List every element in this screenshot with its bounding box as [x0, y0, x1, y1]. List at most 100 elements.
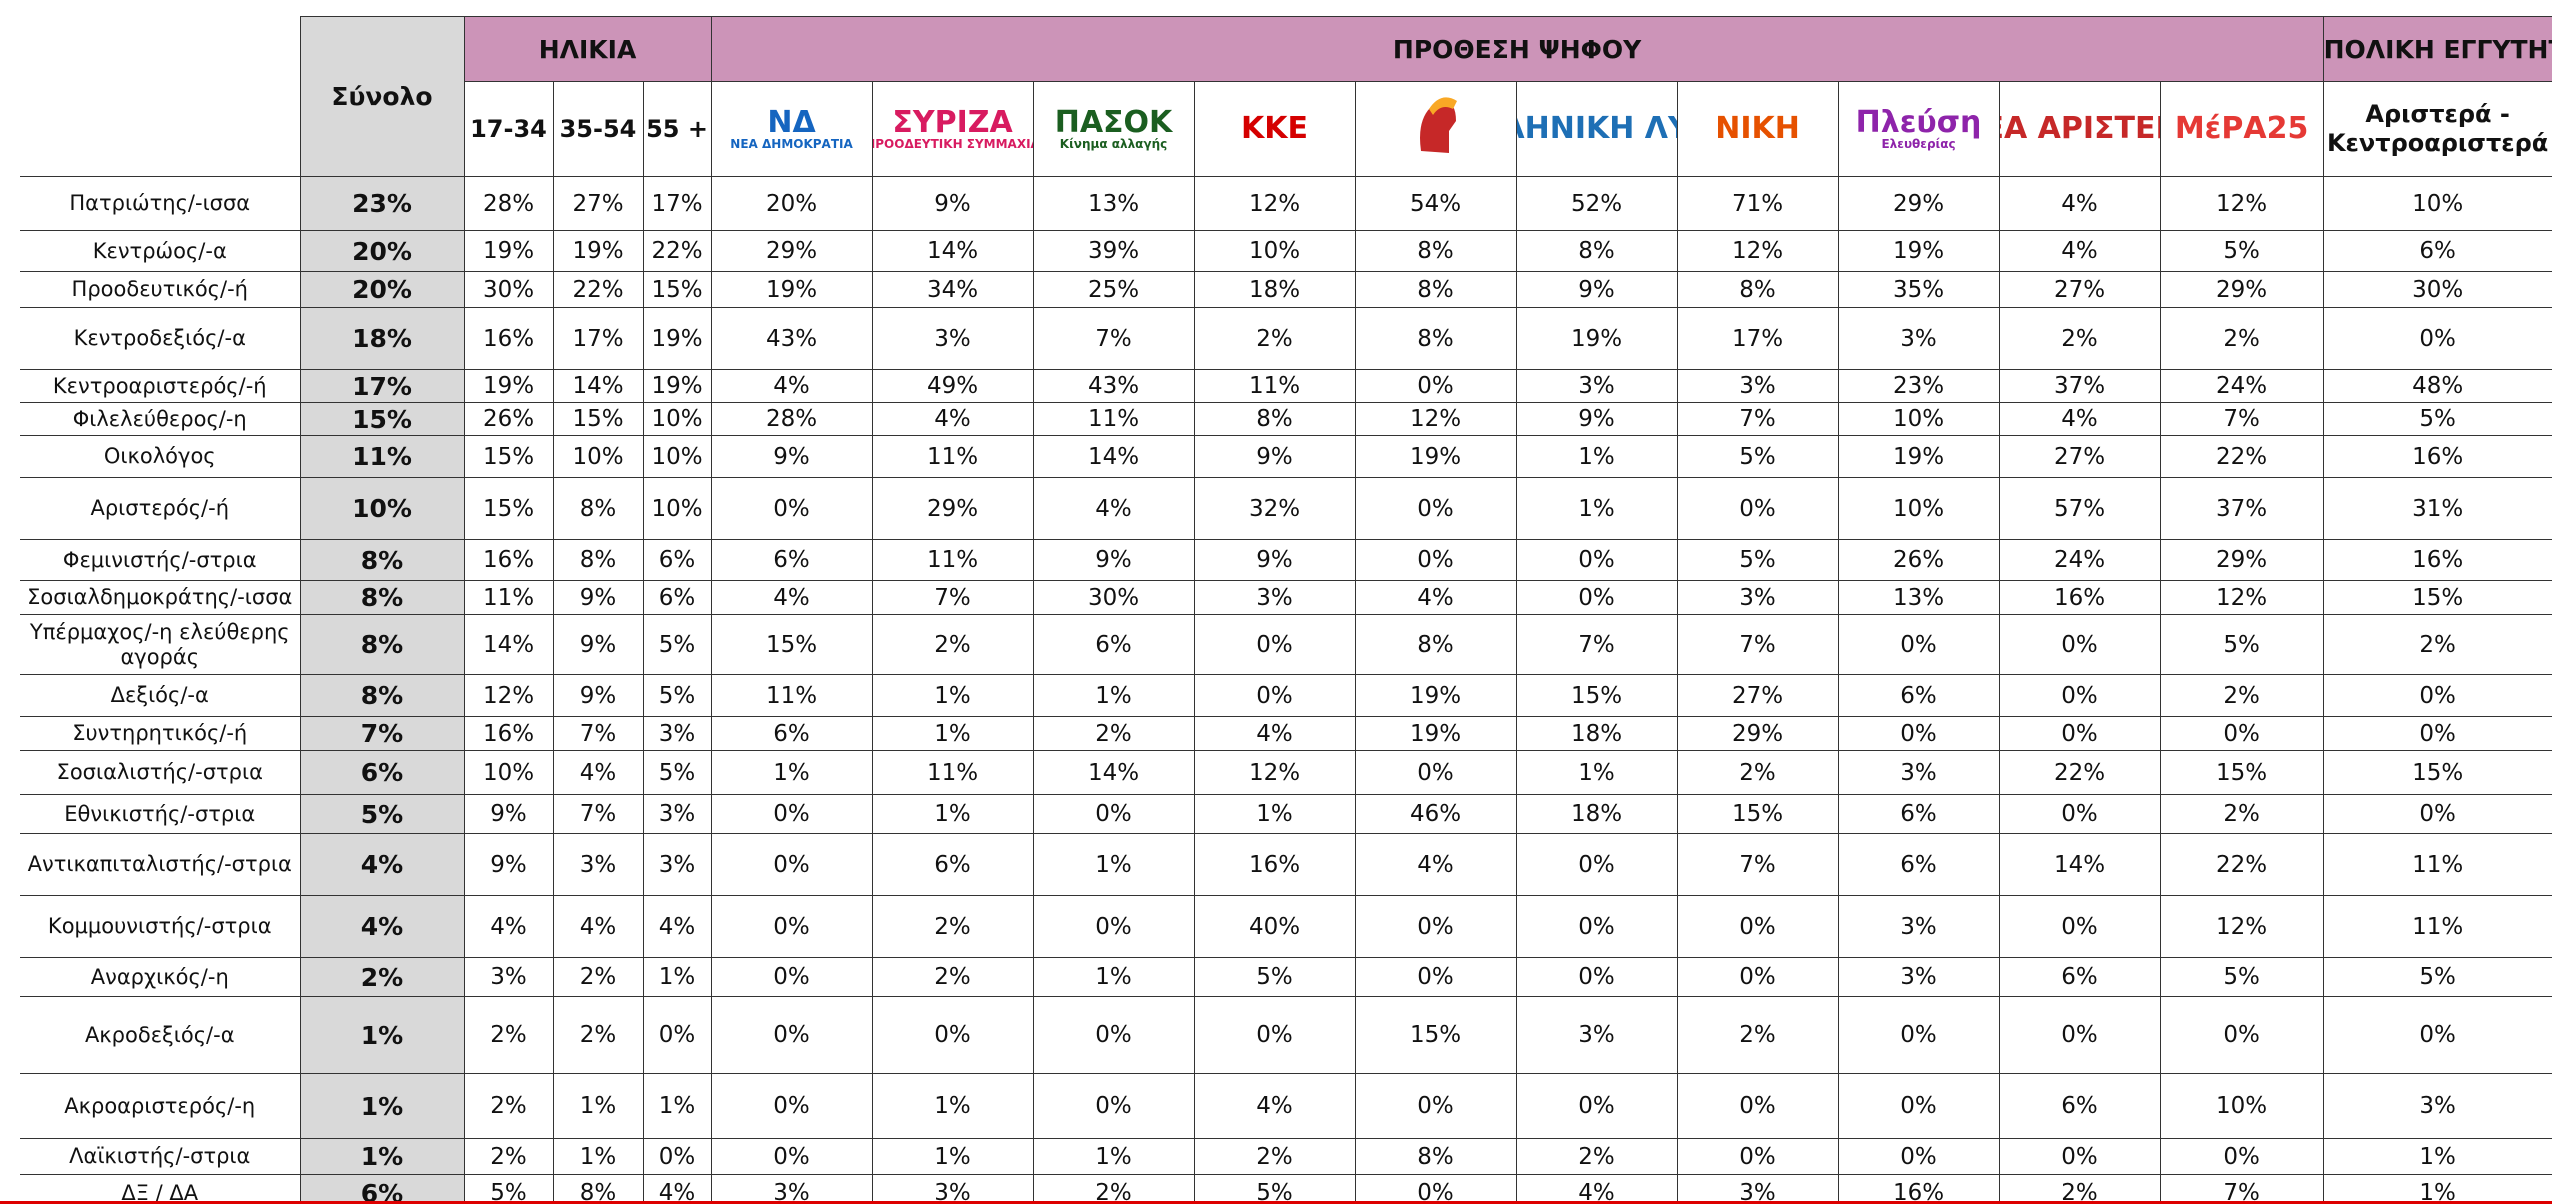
cell: 2% — [463, 996, 554, 1074]
row-label: Φιλελεύθερος/-η — [20, 402, 301, 436]
cell: 4% — [710, 369, 873, 403]
cell: 9% — [871, 176, 1034, 231]
cell: 3% — [642, 716, 712, 751]
cell: 15% — [463, 477, 554, 540]
cell: 3% — [1515, 369, 1678, 403]
cell: 4% — [299, 895, 465, 958]
cell: 2% — [1998, 1174, 2161, 1204]
cell: 3% — [2322, 1073, 2552, 1139]
cell: 4% — [1998, 176, 2161, 231]
cell: 0% — [1354, 539, 1517, 581]
logo: ΕΛΛΗΝΙΚΗ ΛΥΣΗ — [1517, 113, 1676, 145]
cell: 10% — [2322, 176, 2552, 231]
row-label: Σοσιαλδημοκράτης/-ισσα — [20, 580, 301, 615]
cell: 9% — [1193, 435, 1356, 478]
cell: 71% — [1676, 176, 1839, 231]
cell: 15% — [642, 271, 712, 308]
cell: 29% — [1676, 716, 1839, 751]
row-label: Εθνικιστής/-στρια — [20, 794, 301, 834]
data-row: Συντηρητικός/-ή 7% 16% 7% 3% 6% 1% 2% 4% 19% 18% 29… — [20, 716, 2552, 751]
cell: 6% — [710, 539, 873, 581]
cell: 0% — [2159, 1138, 2324, 1175]
row-label: Κομμουνιστής/-στρια — [20, 895, 301, 958]
cell: 0% — [2322, 996, 2552, 1074]
cell: 7% — [1676, 833, 1839, 896]
cell: 11% — [299, 435, 465, 478]
cell: 14% — [552, 369, 644, 403]
cell: 0% — [2159, 716, 2324, 751]
cell: 9% — [1032, 539, 1195, 581]
cell: 23% — [299, 176, 465, 231]
cell: 8% — [1515, 230, 1678, 272]
cell: 1% — [871, 794, 1034, 834]
cell: 9% — [1515, 402, 1678, 436]
cell: 10% — [463, 750, 554, 795]
cell: 30% — [2322, 271, 2552, 308]
data-row: Ακροδεξιός/-α 1% 2% 2% 0% 0% 0% 0% 0% 15% 3% 2% 0% 0%… — [20, 996, 2552, 1074]
cell: 29% — [1837, 176, 2000, 231]
cell: 20% — [299, 271, 465, 308]
data-row: Δεξιός/-α 8% 12% 9% 5% 11% 1% 1% 0% 19% 15% 27% 6% 0%… — [20, 674, 2552, 717]
data-row: Πατριώτης/-ισσα 23% 28% 27% 17% 20% 9% 13% 12% 54… — [20, 176, 2552, 231]
cell: 8% — [299, 674, 465, 717]
party-logo: ΜέΡΑ25 — [2159, 81, 2324, 177]
cell: 7% — [871, 580, 1034, 615]
age-header: 35-54 — [552, 81, 644, 177]
cell: 13% — [1032, 176, 1195, 231]
bottom-rule — [0, 1201, 2552, 1204]
data-row: Αντικαπιταλιστής/-στρια 4% 9% 3% 3% 0% 6% 1% 16%… — [20, 833, 2552, 896]
cell: 0% — [710, 794, 873, 834]
row-label: Αντικαπιταλιστής/-στρια — [20, 833, 301, 896]
cell: 0% — [642, 1138, 712, 1175]
logo: ΜέΡΑ25 — [2161, 113, 2322, 145]
cell: 4% — [1193, 716, 1356, 751]
party-logo: ΠΑΣΟΚ Κίνημα αλλαγής — [1032, 81, 1195, 177]
proximity-header: Αριστερά - Κεντροαριστερά — [2322, 81, 2552, 177]
cell: 2% — [1676, 996, 1839, 1074]
cell: 4% — [552, 895, 644, 958]
cell: 0% — [1515, 957, 1678, 997]
cell: 16% — [2322, 539, 2552, 581]
cell: 15% — [2159, 750, 2324, 795]
cell: 1% — [1515, 750, 1678, 795]
cell: 27% — [1998, 435, 2161, 478]
cell: 34% — [871, 271, 1034, 308]
data-row: Κεντρώος/-α 20% 19% 19% 22% 29% 14% 39% 10% 8% 8% 1… — [20, 230, 2552, 272]
cell: 30% — [463, 271, 554, 308]
cell: 27% — [1998, 271, 2161, 308]
cell: 8% — [1193, 402, 1356, 436]
cell: 0% — [2322, 716, 2552, 751]
cell: 7% — [1032, 307, 1195, 370]
cell: 0% — [1676, 957, 1839, 997]
cell: 8% — [1354, 307, 1517, 370]
cell: 0% — [1676, 895, 1839, 958]
cell: 2% — [2159, 674, 2324, 717]
cell: 17% — [642, 176, 712, 231]
cell: 5% — [1193, 957, 1356, 997]
cell: 19% — [710, 271, 873, 308]
cell: 10% — [642, 435, 712, 478]
data-row: Φιλελεύθερος/-η 15% 26% 15% 10% 28% 4% 11% 8% 12%… — [20, 402, 2552, 436]
cell: 3% — [1676, 1174, 1839, 1204]
cell: 43% — [1032, 369, 1195, 403]
data-row: Κεντροαριστερός/-ή 17% 19% 14% 19% 4% 49% 43% 11… — [20, 369, 2552, 403]
cell: 0% — [2322, 674, 2552, 717]
cell: 0% — [1354, 1174, 1517, 1204]
cell: 13% — [1837, 580, 2000, 615]
cell: 4% — [1998, 230, 2161, 272]
data-row: Υπέρμαχος/-η ελεύθερης αγοράς 8% 14% 9% 5% 15… — [20, 614, 2552, 675]
cell: 7% — [552, 794, 644, 834]
cell: 4% — [710, 580, 873, 615]
row-label: Φεμινιστής/-στρια — [20, 539, 301, 581]
cell: 11% — [463, 580, 554, 615]
cell: 1% — [871, 1073, 1034, 1139]
cell: 4% — [642, 1174, 712, 1204]
cell: 3% — [710, 1174, 873, 1204]
cell: 9% — [1193, 539, 1356, 581]
logo: ΚΚΕ — [1195, 113, 1354, 145]
cell: 2% — [2159, 794, 2324, 834]
cell: 0% — [2159, 996, 2324, 1074]
data-row: Κομμουνιστής/-στρια 4% 4% 4% 4% 0% 2% 0% 40% 0% 0%… — [20, 895, 2552, 958]
